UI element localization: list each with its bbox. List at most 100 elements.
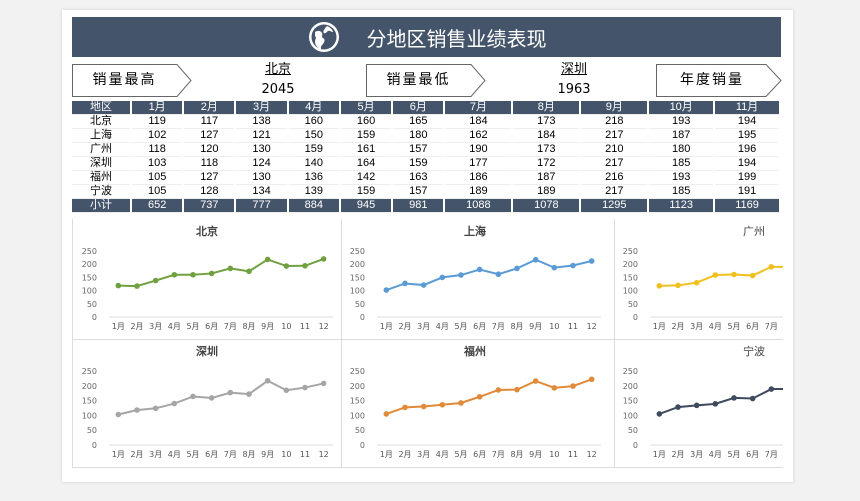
table-cell: 103 (131, 156, 185, 171)
data-point (264, 377, 271, 384)
data-point (227, 265, 234, 272)
x-tick-label: 8月 (510, 322, 523, 331)
table-cell: 199 (714, 170, 781, 185)
data-point (246, 391, 252, 397)
data-point (712, 272, 719, 278)
data-point (495, 387, 502, 393)
data-point (283, 387, 290, 394)
table-cell: 187 (648, 128, 716, 143)
y-tick-label: 250 (350, 367, 365, 376)
line-chart: 宁波 0 50 100 150 200 250 1月 2月 3月 4月 5月 6月 7月 (614, 339, 783, 468)
table-header-row: 地区 1月 2月 3月 4月 5月 6月 7月 8月 9月 10月 11月 (72, 101, 781, 115)
table-cell: 159 (339, 128, 394, 143)
y-tick-label: 0 (360, 313, 365, 322)
data-point (514, 386, 520, 393)
y-tick-label: 50 (87, 300, 97, 309)
column-header: 7月 (444, 101, 514, 115)
table-cell: 165 (392, 114, 446, 129)
table-cell: 177 (444, 156, 514, 171)
data-point (551, 264, 558, 271)
x-tick-label: 10 (549, 450, 559, 459)
table-cell: 134 (235, 184, 289, 199)
table-cell: 127 (183, 128, 237, 143)
x-tick-label: 2月 (130, 450, 143, 459)
data-point (675, 404, 681, 410)
table-cell: 118 (131, 142, 185, 157)
data-point (227, 389, 234, 396)
series-line (385, 258, 592, 292)
x-tick-label: 3月 (417, 322, 430, 331)
x-tick-label: 4月 (168, 450, 181, 459)
data-point (588, 376, 595, 383)
data-point (693, 402, 700, 409)
y-tick-label: 250 (350, 247, 365, 256)
table-cell: 117 (183, 114, 237, 129)
globe-icon (308, 22, 339, 52)
y-tick-label: 200 (82, 260, 97, 269)
column-header: 1月 (131, 101, 185, 115)
data-point (439, 401, 446, 408)
table-cell: 102 (131, 128, 185, 143)
x-tick-label: 3月 (149, 450, 162, 459)
y-tick-label: 0 (633, 313, 638, 322)
y-tick-label: 200 (82, 382, 97, 391)
data-point (768, 386, 775, 392)
table-cell: 180 (648, 142, 716, 157)
table-cell: 217 (580, 128, 650, 143)
x-tick-label: 10 (281, 322, 291, 331)
subtotal-cell: 1078 (512, 198, 582, 213)
dashboard-card: 分地区销售业绩表现 销量最高 北京 2045 销量最低 深圳 1963 年度销量… (62, 10, 793, 482)
data-point (731, 395, 737, 401)
table-cell: 140 (287, 156, 341, 171)
table-row: 上海 102 127 121 150 159 180 162 184 217 187 195 (72, 128, 781, 143)
subtotal-cell: 652 (131, 198, 185, 213)
data-point (588, 258, 595, 264)
x-tick-label: 8月 (242, 450, 255, 459)
table-cell: 217 (580, 156, 650, 171)
y-tick-label: 50 (628, 300, 638, 309)
table-cell: 196 (714, 142, 781, 157)
table-cell: 162 (444, 128, 514, 143)
x-tick-label: 1月 (380, 450, 393, 459)
data-point (693, 279, 700, 286)
column-header: 2月 (183, 101, 237, 115)
header-bar: 分地区销售业绩表现 (72, 17, 781, 57)
x-tick-label: 4月 (168, 322, 181, 331)
x-tick-label: 7月 (492, 450, 505, 459)
y-tick-label: 150 (350, 397, 365, 406)
table-row: 福州 105 127 130 136 142 163 186 187 216 193 199 (72, 170, 781, 185)
data-point (302, 384, 308, 391)
table-cell: 184 (512, 128, 582, 143)
data-point (570, 262, 576, 269)
x-tick-label: 5月 (727, 322, 740, 331)
chart-title: 北京 (196, 224, 218, 238)
x-tick-label: 3月 (690, 450, 703, 459)
y-tick-label: 50 (87, 426, 97, 435)
data-point (320, 256, 327, 262)
x-tick-label: 7月 (224, 322, 237, 331)
region-cell: 北京 (72, 114, 133, 129)
table-cell: 210 (580, 142, 650, 157)
table-cell: 138 (235, 114, 289, 129)
data-point (190, 271, 196, 278)
x-tick-label: 7月 (492, 322, 505, 331)
data-point (383, 287, 390, 293)
data-point (152, 277, 159, 284)
x-tick-label: 12 (587, 450, 597, 459)
data-point (476, 393, 483, 400)
data-point (320, 380, 327, 387)
y-tick-label: 150 (623, 397, 638, 406)
x-tick-label: 5月 (454, 450, 467, 459)
x-tick-label: 4月 (436, 450, 449, 459)
table-cell: 105 (131, 184, 185, 199)
y-tick-label: 200 (623, 260, 638, 269)
y-tick-label: 50 (628, 426, 638, 435)
table-row: 北京 119 117 138 160 160 165 184 173 218 193 194 (72, 114, 781, 129)
subtotal-cell: 945 (339, 198, 394, 213)
subtotal-cell: 1088 (444, 198, 514, 213)
y-tick-label: 100 (623, 411, 638, 420)
region-cell: 宁波 (72, 184, 133, 199)
y-tick-label: 200 (350, 382, 365, 391)
table-cell: 136 (287, 170, 341, 185)
y-tick-label: 150 (350, 273, 365, 282)
